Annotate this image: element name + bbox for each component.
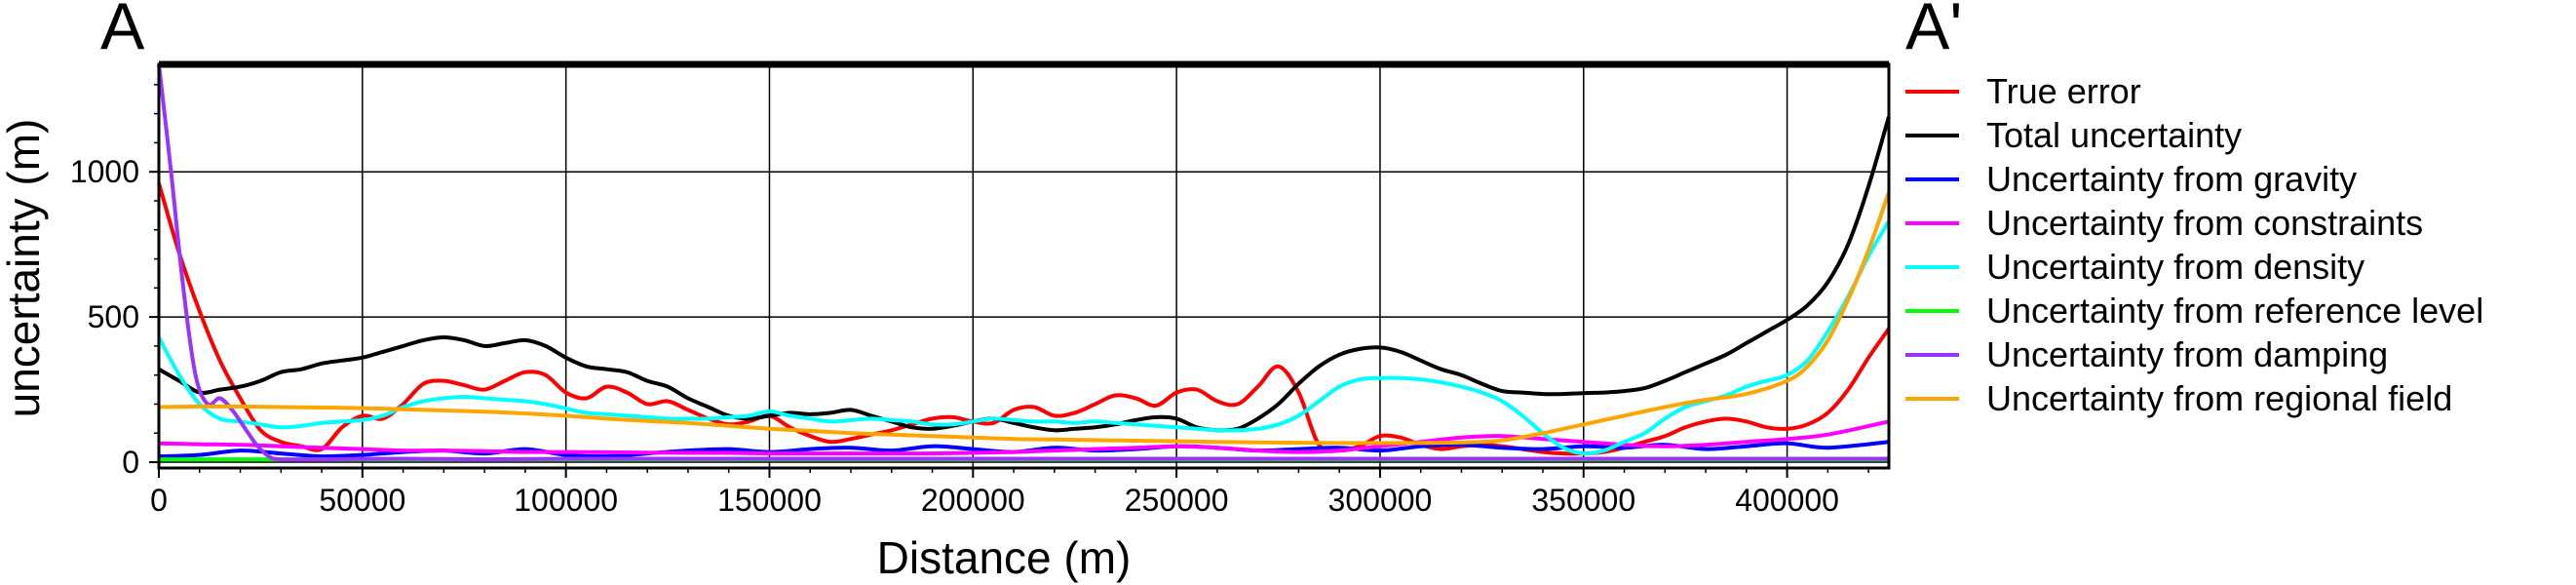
x-tick-label: 150000 bbox=[717, 483, 822, 518]
y-axis-label: uncertainty (m) bbox=[0, 119, 49, 418]
series-line-uncertainty-from-damping bbox=[157, 63, 1889, 462]
x-tick-label: 100000 bbox=[514, 483, 618, 518]
series-line-total-uncertainty bbox=[158, 116, 1891, 433]
series-line-uncertainty-from-density bbox=[157, 219, 1891, 456]
axis-ticks: 0 50000 100000 150000 200000 250000 300000 3500… bbox=[70, 84, 1869, 518]
legend-label-uncertainty-from-regional-field: Uncertainty from regional field bbox=[1986, 378, 2452, 418]
series-line-uncertainty-from-constraints bbox=[158, 419, 1890, 456]
y-tick-label: 0 bbox=[122, 445, 139, 480]
legend-label-uncertainty-from-gravity: Uncertainty from gravity bbox=[1986, 159, 2357, 199]
x-tick-label: 350000 bbox=[1531, 483, 1635, 518]
grid-lines bbox=[159, 64, 1889, 468]
profile-start-label: A bbox=[100, 0, 145, 63]
legend-label-uncertainty-from-damping: Uncertainty from damping bbox=[1986, 334, 2388, 374]
legend-label-total-uncertainty: Total uncertainty bbox=[1986, 115, 2242, 155]
x-tick-label: 0 bbox=[150, 483, 168, 518]
legend-label-uncertainty-from-density: Uncertainty from density bbox=[1986, 247, 2365, 287]
x-tick-label: 400000 bbox=[1735, 483, 1839, 518]
y-tick-label: 1000 bbox=[70, 154, 139, 189]
x-axis-label: Distance (m) bbox=[877, 532, 1132, 583]
y-tick-label: 500 bbox=[88, 299, 139, 334]
legend-label-uncertainty-from-reference-level: Uncertainty from reference level bbox=[1986, 291, 2483, 331]
series-line-uncertainty-from-regional-field bbox=[158, 191, 1891, 446]
legend-label-uncertainty-from-constraints: Uncertainty from constraints bbox=[1986, 203, 2423, 243]
legend-label-true-error: True error bbox=[1986, 71, 2141, 111]
x-tick-label: 200000 bbox=[921, 483, 1025, 518]
x-tick-label: 300000 bbox=[1328, 483, 1433, 518]
x-tick-label: 250000 bbox=[1125, 483, 1229, 518]
x-tick-label: 50000 bbox=[319, 483, 405, 518]
profile-end-label: A' bbox=[1905, 0, 1962, 63]
series-lines bbox=[157, 63, 1891, 462]
